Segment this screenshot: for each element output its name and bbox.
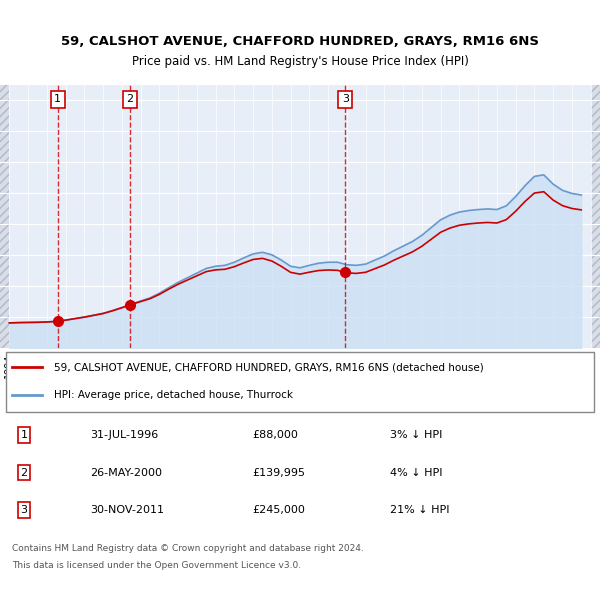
Text: 1: 1 (20, 430, 28, 440)
Text: This data is licensed under the Open Government Licence v3.0.: This data is licensed under the Open Gov… (12, 560, 301, 570)
Text: 1: 1 (55, 94, 61, 104)
Text: 59, CALSHOT AVENUE, CHAFFORD HUNDRED, GRAYS, RM16 6NS: 59, CALSHOT AVENUE, CHAFFORD HUNDRED, GR… (61, 35, 539, 48)
Bar (0, 85, 10, 348)
Text: 3% ↓ HPI: 3% ↓ HPI (390, 430, 442, 440)
Text: 3: 3 (342, 94, 349, 104)
FancyBboxPatch shape (6, 352, 594, 412)
Text: 26-MAY-2000: 26-MAY-2000 (90, 467, 162, 477)
Text: 31-JUL-1996: 31-JUL-1996 (90, 430, 158, 440)
Text: 2: 2 (126, 94, 133, 104)
Text: £139,995: £139,995 (252, 467, 305, 477)
Text: 4% ↓ HPI: 4% ↓ HPI (390, 467, 443, 477)
Text: 59, CALSHOT AVENUE, CHAFFORD HUNDRED, GRAYS, RM16 6NS (detached house): 59, CALSHOT AVENUE, CHAFFORD HUNDRED, GR… (54, 362, 484, 372)
Text: 30-NOV-2011: 30-NOV-2011 (90, 505, 164, 515)
Text: 21% ↓ HPI: 21% ↓ HPI (390, 505, 449, 515)
Text: HPI: Average price, detached house, Thurrock: HPI: Average price, detached house, Thur… (54, 391, 293, 401)
Text: £245,000: £245,000 (252, 505, 305, 515)
Text: £88,000: £88,000 (252, 430, 298, 440)
Text: 3: 3 (20, 505, 28, 515)
Text: Price paid vs. HM Land Registry's House Price Index (HPI): Price paid vs. HM Land Registry's House … (131, 55, 469, 68)
Bar (590, 85, 600, 348)
Text: Contains HM Land Registry data © Crown copyright and database right 2024.: Contains HM Land Registry data © Crown c… (12, 545, 364, 553)
Text: 2: 2 (20, 467, 28, 477)
